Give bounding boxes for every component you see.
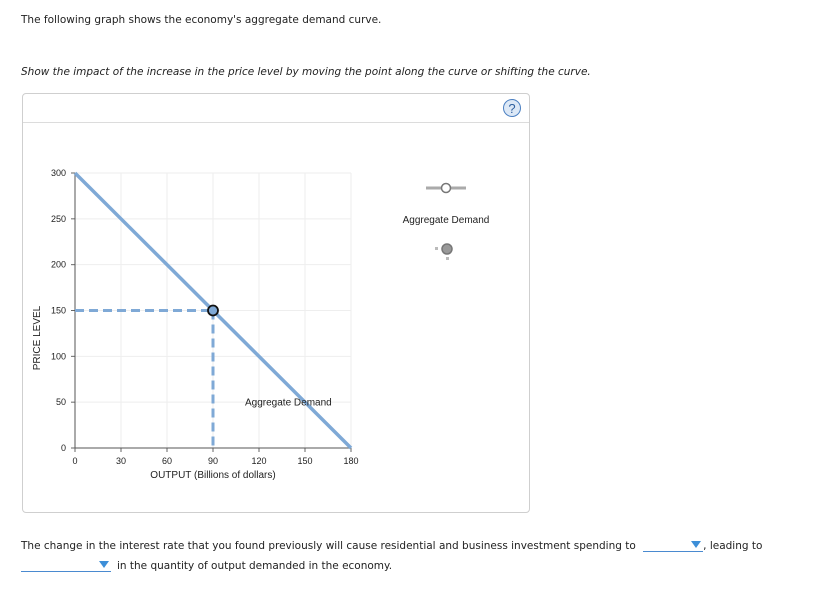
question-text-1: The change in the interest rate that you…	[21, 540, 636, 552]
line-tool-icon	[440, 182, 452, 194]
x-tick-label: 60	[162, 456, 172, 466]
output-quantity-dropdown[interactable]	[21, 558, 111, 572]
x-axis-label: OUTPUT (Billions of dollars)	[150, 470, 275, 481]
dropdown-arrow-icon	[691, 541, 702, 548]
question-text-3: in the quantity of output demanded in th…	[117, 560, 393, 572]
tick-labels: 0 30 60 90 120 150 180 0 50 100 150 200 250 300	[51, 168, 359, 466]
x-tick-label: 0	[72, 456, 77, 466]
x-tick-label: 180	[343, 456, 358, 466]
y-tick-label: 150	[51, 306, 66, 316]
chart: 0 30 60 90 120 150 180 0 50 100 150 200 250 300 Aggre…	[32, 168, 490, 481]
y-axis-label: PRICE LEVEL	[32, 305, 43, 370]
help-button[interactable]: ?	[503, 99, 521, 117]
question-text-2: , leading to	[703, 540, 763, 552]
y-tick-label: 100	[51, 351, 66, 361]
x-tick-label: 90	[208, 456, 218, 466]
x-tick-label: 120	[251, 456, 266, 466]
equilibrium-point[interactable]	[207, 304, 219, 317]
x-tick-label: 150	[297, 456, 312, 466]
curve-label: Aggregate Demand	[245, 397, 332, 408]
x-tick-label: 30	[116, 456, 126, 466]
graph-panel: ? 0 30 60 90 120 150 180 0 50 100 150 200 250 300 Agg…	[22, 93, 530, 513]
instruction-text: Show the impact of the increase in the p…	[21, 66, 591, 78]
y-tick-label: 0	[61, 443, 66, 453]
panel-header: ?	[23, 94, 529, 123]
question-line-2: in the quantity of output demanded in th…	[21, 558, 392, 572]
dashed-guides	[75, 309, 215, 448]
legend-line-tool[interactable]	[426, 182, 466, 194]
legend-point-tool[interactable]	[435, 243, 453, 260]
intro-text: The following graph shows the economy's …	[21, 14, 382, 26]
y-tick-label: 200	[51, 260, 66, 270]
point-tool-icon	[441, 243, 453, 255]
y-tick-label: 300	[51, 168, 66, 178]
dropdown-arrow-icon	[99, 561, 109, 568]
y-tick-label: 250	[51, 214, 66, 224]
investment-spending-dropdown[interactable]	[643, 538, 704, 552]
y-tick-label: 50	[56, 397, 66, 407]
legend-label: Aggregate Demand	[403, 215, 490, 226]
question-line-1: The change in the interest rate that you…	[21, 538, 762, 552]
